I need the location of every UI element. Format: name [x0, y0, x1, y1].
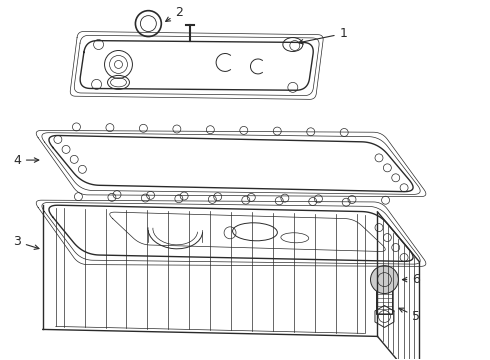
Text: 4: 4	[13, 154, 39, 167]
Circle shape	[370, 266, 398, 293]
Bar	[376, 287, 392, 315]
Text: 2: 2	[166, 6, 183, 21]
Text: 3: 3	[13, 235, 39, 249]
Text: 5: 5	[399, 308, 420, 323]
Text: 6: 6	[402, 273, 420, 286]
Text: 1: 1	[299, 27, 347, 44]
